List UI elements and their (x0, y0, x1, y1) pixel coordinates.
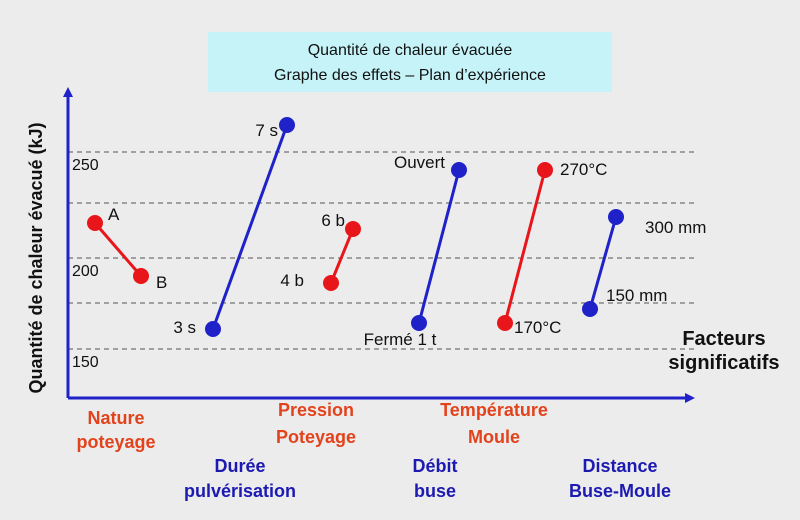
effect-point-high (451, 162, 467, 178)
effect-point-high (345, 221, 361, 237)
level-label-high: 6 b (321, 211, 345, 230)
y-tick-label: 150 (72, 354, 99, 371)
chart-title-line1: Quantité de chaleur évacuée (308, 42, 513, 59)
factor-series: AB (87, 205, 167, 292)
level-label-low: Fermé 1 t (364, 330, 437, 349)
factor-name-line1: Distance (582, 456, 657, 476)
factor-name-line1: Température (440, 400, 548, 420)
level-label-low: 150 mm (606, 286, 667, 305)
factor-labels: Nature poteyage Durée pulvérisation Pression… (76, 400, 671, 501)
annotation-line2: significatifs (668, 352, 779, 374)
effect-line (329, 228, 355, 284)
factor-series: 150 mm 300 mm (582, 209, 706, 317)
effect-line (211, 124, 289, 330)
level-label-high: 300 mm (645, 218, 706, 237)
level-label-high: B (156, 273, 167, 292)
effect-point-low (323, 275, 339, 291)
factor-name-line2: Buse-Moule (569, 481, 671, 501)
level-label-low: 4 b (280, 271, 304, 290)
effect-point-low (205, 321, 221, 337)
factor-name-line1: Pression (278, 400, 354, 420)
factor-name-line2: Moule (468, 427, 520, 447)
effect-point-high (279, 117, 295, 133)
chart-title-line2: Graphe des effets – Plan d’expérience (274, 67, 546, 84)
factor-name-line2: poteyage (76, 432, 155, 452)
effect-point-low (411, 315, 427, 331)
effect-point-low (87, 215, 103, 231)
y-tick-label: 200 (72, 263, 99, 280)
factor-name-line1: Durée (214, 456, 265, 476)
factor-series: 170°C 270°C (497, 160, 607, 337)
factor-name-line1: Débit (413, 456, 458, 476)
level-label-low: A (108, 205, 120, 224)
y-axis-label: Quantité de chaleur évacué (kJ) (26, 122, 46, 393)
effect-line (417, 169, 461, 324)
effect-point-high (608, 209, 624, 225)
effect-line (93, 222, 143, 277)
factor-name-line2: pulvérisation (184, 481, 296, 501)
title-box (208, 32, 612, 92)
factor-series: 4 b 6 b (280, 211, 361, 291)
annotation-line1: Facteurs (682, 328, 765, 350)
effect-point-low (582, 301, 598, 317)
level-label-high: 7 s (255, 121, 278, 140)
factor-name-line2: buse (414, 481, 456, 501)
factor-name-line2: Poteyage (276, 427, 356, 447)
effect-point-high (537, 162, 553, 178)
level-label-high: 270°C (560, 160, 607, 179)
grid-lines (68, 151, 698, 350)
factor-series: 3 s 7 s (173, 117, 295, 337)
level-label-high: Ouvert (394, 153, 445, 172)
factor-name-line1: Nature (87, 408, 144, 428)
y-tick-labels: 150 200 250 (72, 157, 99, 371)
effect-line (588, 216, 618, 310)
effect-line (503, 169, 547, 324)
level-label-low: 170°C (514, 318, 561, 337)
level-label-low: 3 s (173, 318, 196, 337)
factor-series: Fermé 1 t Ouvert (364, 153, 467, 349)
effect-point-low (497, 315, 513, 331)
effect-point-high (133, 268, 149, 284)
y-tick-label: 250 (72, 157, 99, 174)
